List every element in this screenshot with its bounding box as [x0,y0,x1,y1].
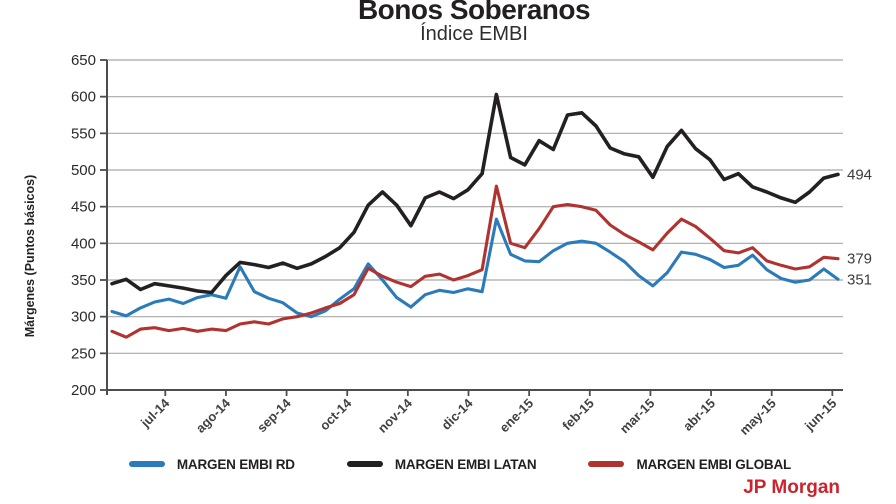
x-tick-label: feb-15 [559,396,597,434]
y-tick-label: 200 [71,382,96,399]
legend-item-margen-embi-rd: MARGEN EMBI RD [128,456,295,472]
x-tick-label: jun-15 [801,396,839,434]
x-tick-label: dic-14 [438,395,476,433]
series-line-margen-embi-latan [110,92,840,295]
legend-item-margen-embi-latan: MARGEN EMBI LATAN [346,456,537,472]
x-tick-label: may-15 [737,396,779,438]
legend-label: MARGEN EMBI LATAN [394,456,537,472]
x-tick-label: oct-14 [317,395,355,433]
end-value-label: 494 [847,166,872,183]
chart-title: Bonos Soberanos [357,0,591,25]
y-tick-label: 350 [71,272,96,289]
y-tick-label: 600 [71,89,96,106]
legend: MARGEN EMBI RD MARGEN EMBI LATAN MARGEN EM… [70,451,850,477]
legend-label: MARGEN EMBI GLOBAL [636,456,792,472]
legend-item-margen-embi-global: MARGEN EMBI GLOBAL [588,457,791,472]
y-tick-label: 400 [71,235,96,252]
series-line-margen-embi-global [110,184,840,339]
legend-label: MARGEN EMBI RD [176,456,295,472]
end-value-label: 379 [847,251,872,268]
end-value-label: 351 [847,271,872,288]
x-tick-label: nov-14 [375,395,416,436]
x-tick-label: mar-15 [617,396,658,437]
y-tick-label: 300 [71,309,96,326]
y-tick-label: 650 [71,52,96,69]
x-tick-label: jul-14 [137,395,173,431]
x-tick-label: ago-14 [193,395,234,436]
legend-swatch-icon [588,461,625,467]
legend-swatch-icon [346,461,383,467]
series-line-margen-embi-rd [110,217,840,319]
legend-swatch-icon [128,461,165,467]
x-tick-label: sep-14 [254,395,294,435]
x-tick-label: ene-15 [497,396,537,436]
y-tick-label: 550 [71,125,96,142]
y-tick-label: 450 [71,199,96,216]
y-tick-label: 250 [71,345,96,362]
x-tick-label: abr-15 [680,396,718,434]
source-label: JP Morgan [743,477,840,498]
y-tick-label: 500 [71,162,96,179]
chart-subtitle: Índice EMBI [420,23,528,45]
